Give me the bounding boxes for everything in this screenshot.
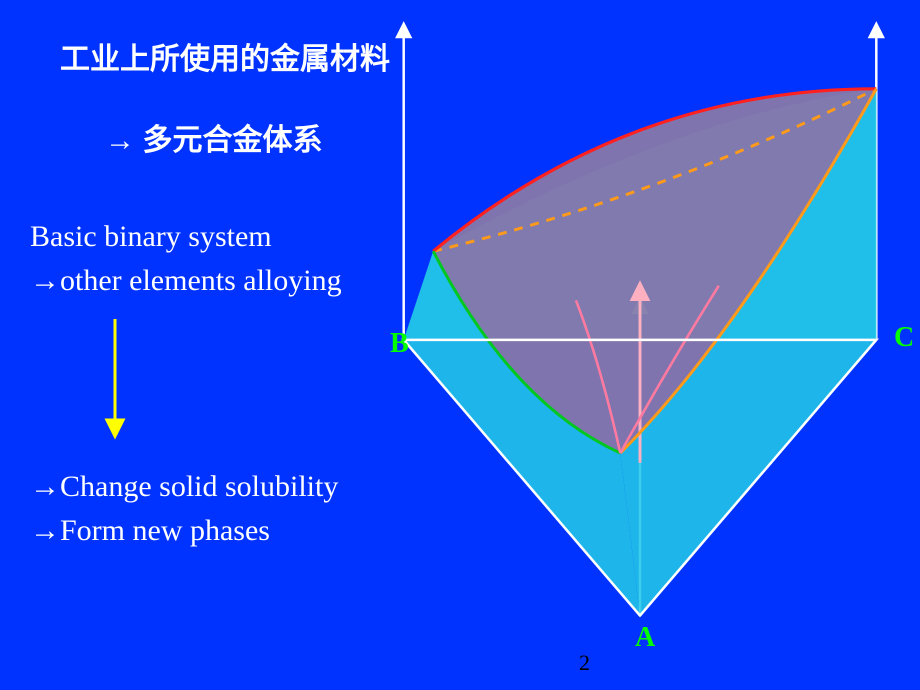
vertex-label-C: C [894,322,914,354]
title-line1: 工业上所使用的金属材料 [60,40,390,81]
bot-line1-wrap: →Change solid solubility [30,465,338,509]
bot-line1: Change solid solubility [60,470,338,503]
arrow-icon: → [30,264,60,297]
title-line2: 多元合金体系 [135,124,323,157]
title-block: 工业上所使用的金属材料 → 多元合金体系 [60,40,390,202]
page-number: 2 [579,650,590,676]
arrow-icon: → [30,470,60,503]
slide: 工业上所使用的金属材料 → 多元合金体系 Basic binary system… [0,0,920,690]
bot-line2-wrap: →Form new phases [30,509,338,553]
vertex-label-B: B [390,328,409,360]
mid-line1: Basic binary system [30,215,342,259]
mid-line2: other elements alloying [60,264,342,297]
flow-arrow-icon [95,315,135,455]
arrow-icon: → [30,514,60,547]
title-line2-wrap: → 多元合金体系 [60,81,390,203]
arrow-icon: → [105,124,135,157]
bot-block: →Change solid solubility →Form new phase… [30,465,338,552]
bot-line2: Form new phases [60,514,270,547]
ternary-phase-diagram [370,10,910,650]
mid-line2-wrap: →other elements alloying [30,259,342,303]
mid-block: Basic binary system →other elements allo… [30,215,342,302]
vertex-label-A: A [635,622,655,654]
